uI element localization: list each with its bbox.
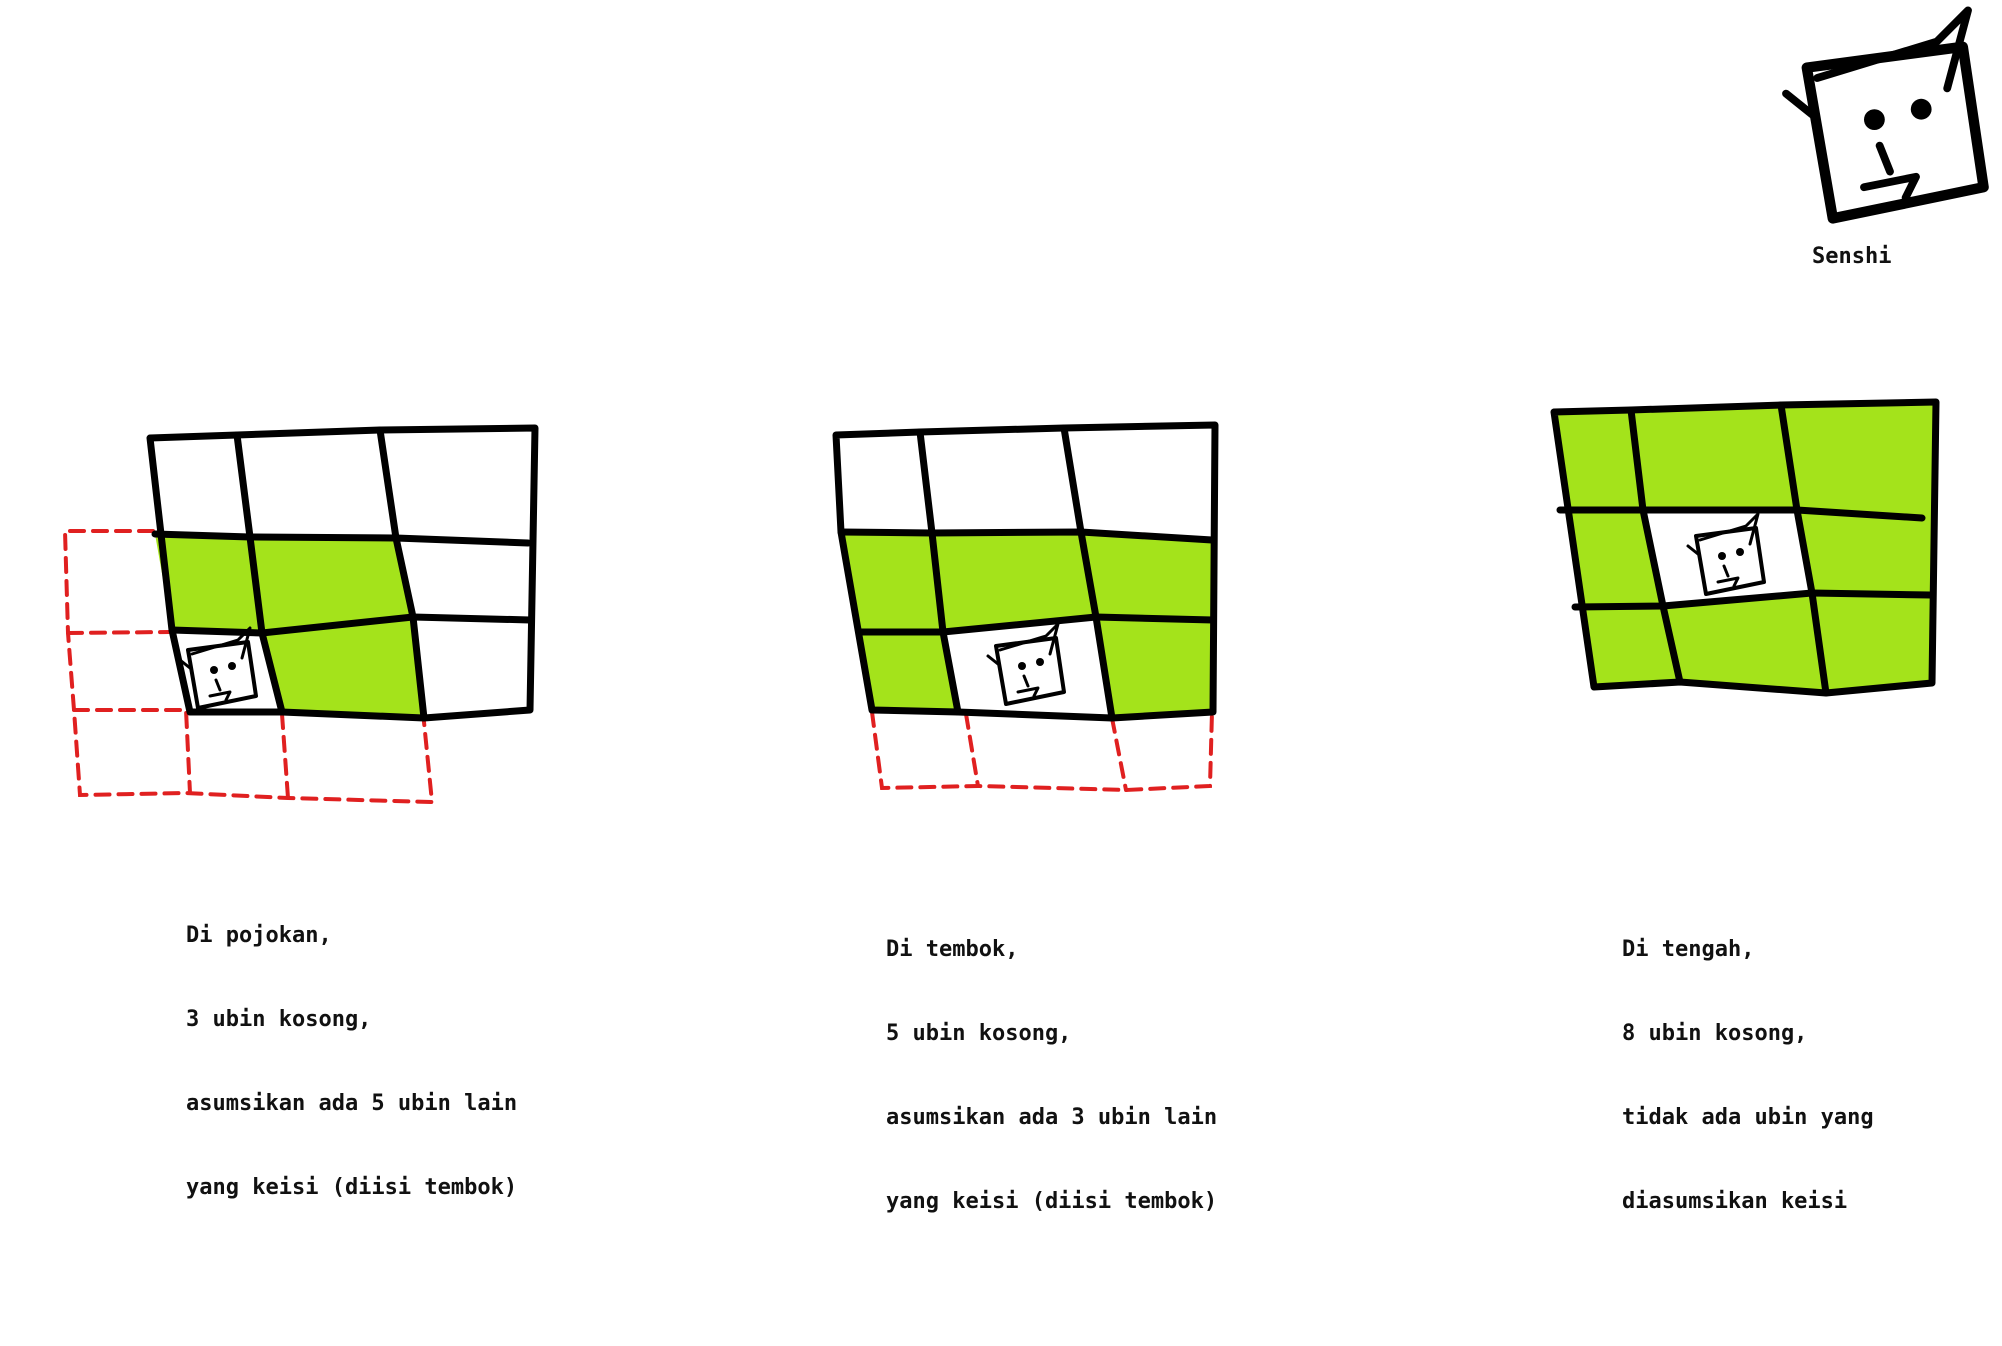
tile-r1c1 <box>250 537 413 633</box>
caption-corner: Di pojokan, 3 ubin kosong, asumsikan ada… <box>186 866 517 1230</box>
tile-r1c0 <box>155 534 262 633</box>
tile-r2c0 <box>860 632 958 712</box>
legend-senshi <box>1786 10 1984 218</box>
caption-line: 5 ubin kosong, <box>886 1021 1072 1046</box>
caption-wall: Di tembok, 5 ubin kosong, asumsikan ada … <box>886 880 1217 1244</box>
panel-middle <box>1550 398 1940 697</box>
caption-line: yang keisi (diisi tembok) <box>186 1175 518 1200</box>
caption-line: asumsikan ada 5 ubin lain <box>186 1091 518 1116</box>
assumed-wall-wall <box>870 710 1214 793</box>
caption-line: 3 ubin kosong, <box>186 1007 372 1032</box>
caption-line: diasumsikan keisi <box>1622 1189 1848 1214</box>
caption-line: yang keisi (diisi tembok) <box>886 1189 1218 1214</box>
assumed-wall-corner <box>62 529 435 805</box>
tile-r1c1 <box>932 532 1096 632</box>
tile-r2c2 <box>1096 617 1213 718</box>
senshi-face-icon <box>986 622 1066 706</box>
senshi-face-icon <box>1786 10 1984 218</box>
panel-corner <box>62 424 539 805</box>
tile-r1c2 <box>1081 532 1213 620</box>
grid-corner <box>146 424 539 722</box>
caption-line: Di tengah, <box>1622 937 1755 962</box>
grid-wall <box>832 421 1219 722</box>
caption-line: Di tembok, <box>886 937 1019 962</box>
tile-r1c0 <box>841 532 943 632</box>
caption-line: Di pojokan, <box>186 923 332 948</box>
grid-middle <box>1550 398 1940 697</box>
senshi-face-icon <box>178 626 258 710</box>
caption-line: 8 ubin kosong, <box>1622 1021 1808 1046</box>
panel-wall <box>832 421 1219 793</box>
caption-line: tidak ada ubin yang <box>1622 1105 1874 1130</box>
tile-r1c1 <box>1643 510 1812 606</box>
legend-label: Senshi <box>1812 244 1892 269</box>
caption-line: asumsikan ada 3 ubin lain <box>886 1105 1218 1130</box>
tile-r2c1 <box>262 617 426 720</box>
caption-middle: Di tengah, 8 ubin kosong, tidak ada ubin… <box>1622 880 1874 1244</box>
